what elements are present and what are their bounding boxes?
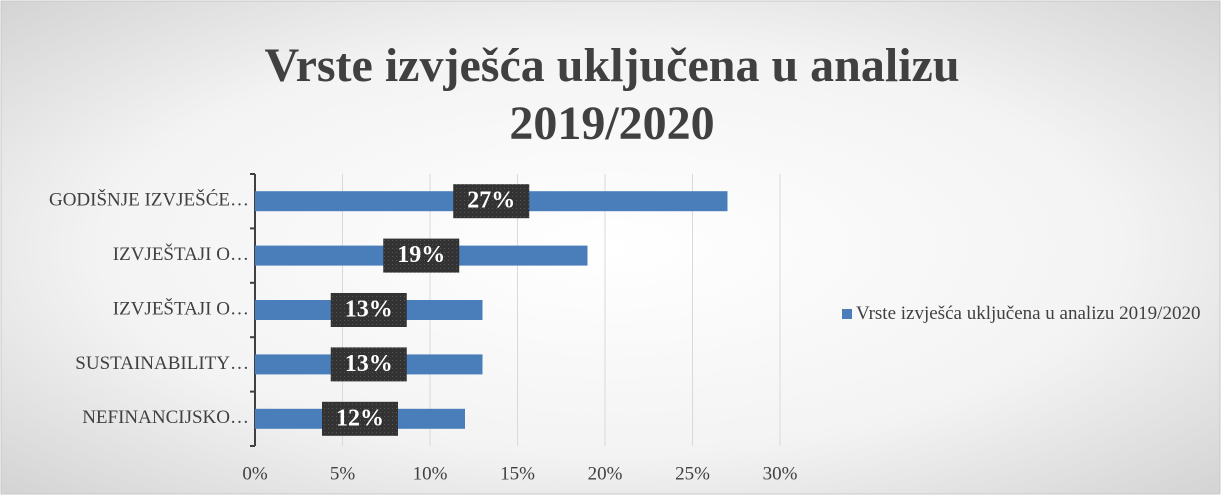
y-tick-label: GODIŠNJE IZVJEŠĆE… (49, 189, 249, 211)
value-label-box (322, 401, 398, 436)
value-label: 27% (467, 188, 515, 214)
chart-title: 2019/2020 (509, 97, 714, 150)
x-tick-label: 5% (330, 463, 356, 484)
y-tick-label: IZVJEŠTAJI O… (113, 297, 249, 319)
value-label-box (383, 238, 460, 273)
value-label: 13% (345, 351, 393, 377)
x-tick-label: 10% (413, 463, 448, 484)
chart-title: Vrste izvješća uključena u analizu (264, 39, 959, 92)
value-label: 12% (336, 405, 384, 431)
value-label-box (330, 293, 407, 327)
value-label-box (330, 347, 407, 382)
legend: Vrste izvješća uključena u analizu 2019/… (842, 300, 1212, 328)
value-label: 13% (345, 297, 393, 323)
y-tick-label: NEFINANCIJSKO… (82, 407, 249, 428)
x-tick-label: 15% (500, 463, 535, 484)
x-tick-label: 30% (763, 463, 798, 484)
x-tick-label: 25% (675, 463, 710, 484)
value-label-box (453, 184, 530, 219)
value-label: 19% (397, 242, 445, 268)
y-tick-label: IZVJEŠTAJI O… (113, 243, 249, 265)
legend-swatch (842, 309, 852, 319)
x-tick-label: 20% (588, 463, 623, 484)
x-tick-label: 0% (242, 463, 268, 484)
y-tick-label: SUSTAINABILITY… (75, 353, 249, 374)
legend-label: Vrste izvješća uključena u analizu 2019/… (856, 303, 1201, 324)
